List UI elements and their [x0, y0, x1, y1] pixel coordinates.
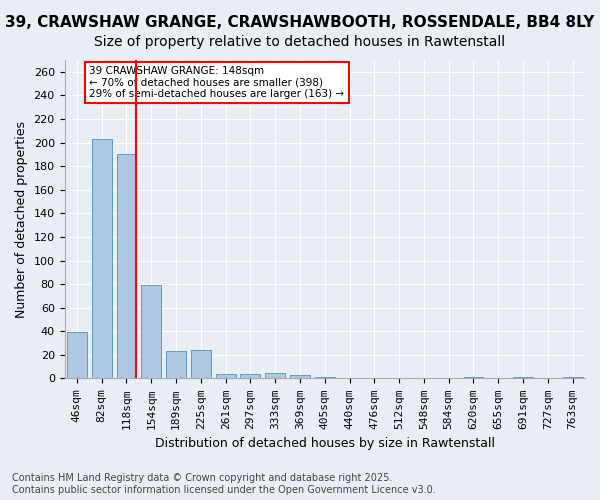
Bar [216, 374, 236, 378]
X-axis label: Distribution of detached houses by size in Rawtenstall: Distribution of detached houses by size … [155, 437, 495, 450]
Bar [116, 154, 136, 378]
Y-axis label: Number of detached properties: Number of detached properties [15, 120, 28, 318]
Bar [142, 286, 161, 378]
Bar [166, 352, 186, 378]
Text: Contains HM Land Registry data © Crown copyright and database right 2025.
Contai: Contains HM Land Registry data © Crown c… [12, 474, 436, 495]
Bar [92, 139, 112, 378]
Bar [290, 375, 310, 378]
Bar [265, 372, 285, 378]
Bar [191, 350, 211, 378]
Text: Size of property relative to detached houses in Rawtenstall: Size of property relative to detached ho… [94, 35, 506, 49]
Bar [67, 332, 87, 378]
Text: 39, CRAWSHAW GRANGE, CRAWSHAWBOOTH, ROSSENDALE, BB4 8LY: 39, CRAWSHAW GRANGE, CRAWSHAWBOOTH, ROSS… [5, 15, 595, 30]
Bar [241, 374, 260, 378]
Text: 39 CRAWSHAW GRANGE: 148sqm
← 70% of detached houses are smaller (398)
29% of sem: 39 CRAWSHAW GRANGE: 148sqm ← 70% of deta… [89, 66, 344, 99]
